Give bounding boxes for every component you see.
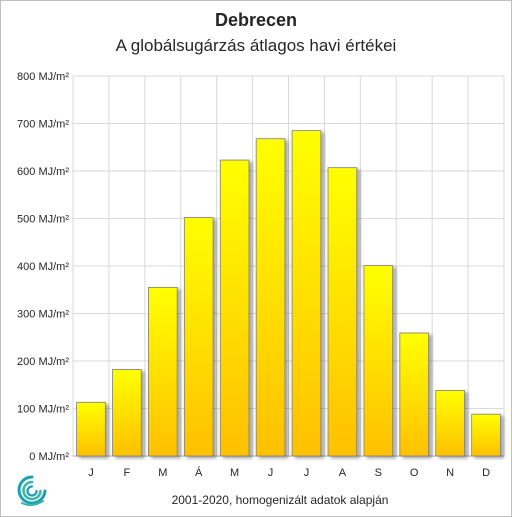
- x-tick-label: J: [304, 467, 310, 479]
- gridlines: [72, 75, 505, 457]
- x-tick-label: J: [88, 467, 94, 479]
- x-tick-label: Á: [195, 466, 203, 479]
- bar: [148, 286, 178, 457]
- y-tick-label: 200 MJ/m²: [17, 356, 69, 368]
- y-tick-label: 500 MJ/m²: [17, 214, 69, 226]
- bar: [112, 369, 142, 457]
- x-tick-label: J: [268, 467, 274, 479]
- bar: [219, 159, 250, 457]
- chart-subtitle: A globálsugárzás átlagos havi értékei: [115, 36, 397, 55]
- x-tick-label: S: [375, 467, 382, 479]
- bar: [291, 130, 322, 457]
- y-tick-label: 100 MJ/m²: [17, 404, 69, 416]
- x-tick-label: O: [410, 467, 419, 479]
- y-tick-label: 800 MJ/m²: [17, 71, 69, 83]
- x-tick-label: M: [230, 467, 239, 479]
- footnote: 2001-2020, homogenizált adatok alapján: [171, 493, 389, 507]
- y-tick-label: 300 MJ/m²: [17, 309, 69, 321]
- x-tick-label: D: [482, 467, 490, 479]
- y-tick-label: 700 MJ/m²: [17, 119, 69, 131]
- logo-icon: [17, 475, 47, 507]
- x-tick-label: M: [158, 467, 167, 479]
- bar: [435, 390, 465, 457]
- bar: [327, 167, 358, 457]
- chart-title: Debrecen: [214, 10, 298, 30]
- y-tick-label: 400 MJ/m²: [17, 261, 69, 273]
- x-tick-label: N: [446, 467, 454, 479]
- bar: [76, 401, 106, 457]
- x-tick-label: F: [124, 467, 131, 479]
- bar: [255, 138, 286, 457]
- bar: [183, 217, 214, 457]
- x-tick-label: A: [339, 467, 347, 479]
- bar: [471, 413, 501, 457]
- bar: [399, 332, 429, 457]
- bar: [363, 265, 394, 457]
- y-tick-label: 600 MJ/m²: [17, 166, 69, 178]
- y-axis-ticks: 0 MJ/m² 100 MJ/m² 200 MJ/m² 300 MJ/m² 400 MJ…: [17, 71, 69, 463]
- y-tick-label: 0 MJ/m²: [29, 451, 69, 463]
- bars: [76, 130, 501, 457]
